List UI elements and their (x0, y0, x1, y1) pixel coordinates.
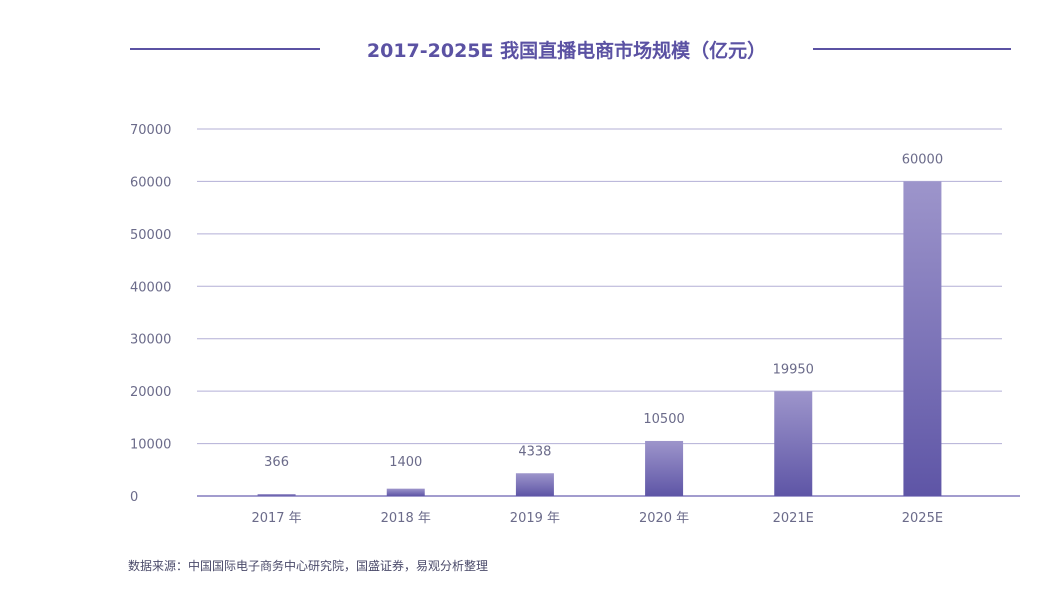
title-divider-left (130, 48, 320, 50)
source-note: 数据来源：中国国际电子商务中心研究院，国盛证券，易观分析整理 (128, 559, 489, 573)
chart-title-row: 2017-2025E 我国直播电商市场规模（亿元） (0, 30, 1047, 70)
x-tick-label: 2019 年 (510, 511, 560, 526)
chart-title: 2017-2025E 我国直播电商市场规模（亿元） (366, 40, 767, 62)
x-tick-label: 2018 年 (381, 511, 431, 526)
bar-2021E (774, 391, 813, 496)
bar-2018年 (386, 488, 425, 496)
y-tick-label: 60000 (130, 175, 171, 190)
y-tick-label: 50000 (130, 228, 171, 243)
value-labels: 366 1400 4338 10500 19950 60000 (264, 152, 943, 470)
y-axis-ticks: 0 10000 20000 30000 40000 50000 60000 70000 (130, 123, 171, 505)
x-axis-ticks: 2017 年 2018 年 2019 年 2020 年 2021E 2025E (251, 511, 943, 526)
title-divider-right (813, 48, 1011, 50)
bars (257, 181, 942, 496)
x-tick-label: 2017 年 (251, 511, 301, 526)
y-tick-label: 30000 (130, 333, 171, 348)
bar-2025E (903, 181, 942, 496)
y-tick-label: 10000 (130, 438, 171, 453)
bar-value-label: 1400 (389, 455, 422, 470)
x-tick-label: 2020 年 (639, 511, 689, 526)
bar-value-label: 19950 (773, 362, 814, 377)
y-tick-label: 70000 (130, 123, 171, 138)
grid-lines (197, 128, 1020, 497)
x-tick-label: 2025E (902, 511, 943, 526)
bar-value-label: 4338 (518, 444, 551, 459)
bar-2019年 (515, 473, 554, 496)
y-tick-label: 40000 (130, 280, 171, 295)
bar-2020年 (645, 440, 684, 496)
bar-value-label: 60000 (902, 152, 943, 167)
y-tick-label: 0 (130, 490, 138, 505)
bar-2017年 (257, 494, 296, 496)
x-tick-label: 2021E (773, 511, 814, 526)
bar-value-label: 10500 (643, 412, 684, 427)
y-tick-label: 20000 (130, 385, 171, 400)
bar-value-label: 366 (264, 455, 289, 470)
